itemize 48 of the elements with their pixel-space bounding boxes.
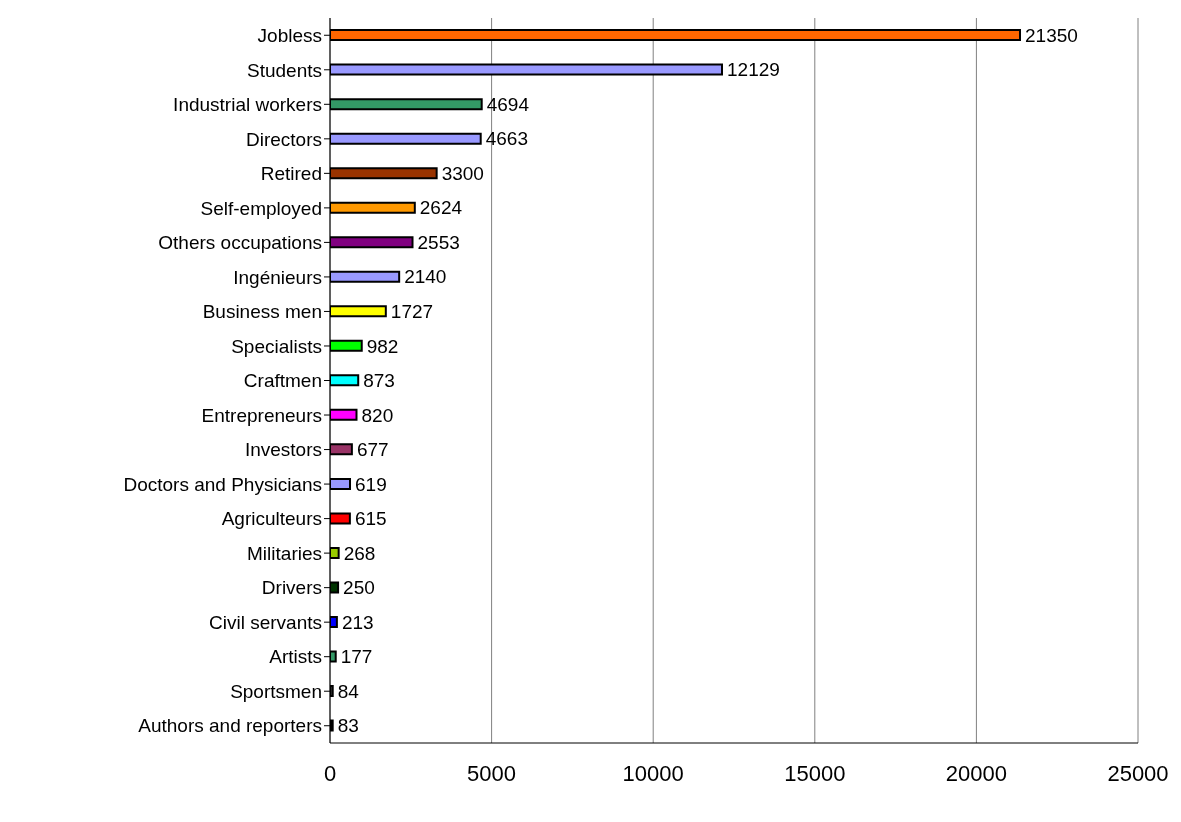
- y-tick-label: Business men: [202, 301, 322, 323]
- y-tick-label: Militaries: [247, 542, 322, 564]
- y-tick-label: Doctors and Physicians: [123, 473, 322, 495]
- data-label: 982: [366, 335, 399, 357]
- y-tick-label: Authors and reporters: [138, 715, 322, 737]
- data-label: 820: [361, 404, 394, 426]
- y-tick-label: Specialists: [231, 335, 322, 357]
- y-tick-label: Craftmen: [243, 370, 322, 392]
- y-tick-label: Investors: [244, 439, 322, 461]
- data-label: 677: [356, 439, 389, 461]
- x-tick-label: 15000: [784, 760, 846, 786]
- y-tick-label: Agriculteurs: [221, 508, 322, 530]
- data-label: 3300: [441, 162, 484, 184]
- y-tick-label: Students: [247, 59, 322, 81]
- data-label: 12129: [727, 59, 780, 81]
- y-tick-label: Self-employed: [200, 197, 322, 219]
- data-label: 4663: [485, 128, 528, 150]
- data-label: 84: [337, 680, 360, 702]
- data-label: 873: [363, 370, 395, 392]
- data-label: 619: [355, 473, 387, 495]
- y-tick-label: Ingénieurs: [233, 266, 322, 288]
- x-tick-label: 20000: [945, 760, 1007, 786]
- data-label: 21350: [1025, 24, 1078, 46]
- y-tick-label: Others occupations: [158, 232, 322, 254]
- y-tick-label: Drivers: [261, 577, 322, 599]
- data-label: 2140: [404, 266, 447, 288]
- data-label: 250: [343, 577, 375, 599]
- data-label: 1727: [390, 301, 434, 323]
- y-tick-label: Civil servants: [209, 611, 322, 633]
- data-label: 268: [343, 542, 376, 564]
- y-tick-label: Sportsmen: [230, 680, 322, 702]
- data-label: 615: [354, 508, 387, 530]
- x-tick-label: 10000: [622, 760, 684, 786]
- y-tick-label: Directors: [245, 128, 322, 150]
- data-label: 83: [337, 715, 359, 737]
- y-tick-label: Artists: [269, 646, 322, 668]
- data-label: 177: [340, 646, 373, 668]
- x-tick-label: 0: [323, 760, 337, 786]
- x-tick-label: 25000: [1107, 760, 1169, 786]
- x-tick-label: 5000: [467, 760, 517, 786]
- y-tick-label: Industrial workers: [173, 94, 322, 116]
- data-label: 2624: [419, 197, 463, 219]
- y-tick-label: Jobless: [257, 25, 322, 47]
- data-label: 2553: [417, 231, 460, 253]
- y-tick-label: Retired: [260, 163, 322, 185]
- data-label: 213: [341, 611, 374, 633]
- y-tick-label: Entrepreneurs: [201, 404, 322, 426]
- data-label: 4694: [486, 93, 530, 115]
